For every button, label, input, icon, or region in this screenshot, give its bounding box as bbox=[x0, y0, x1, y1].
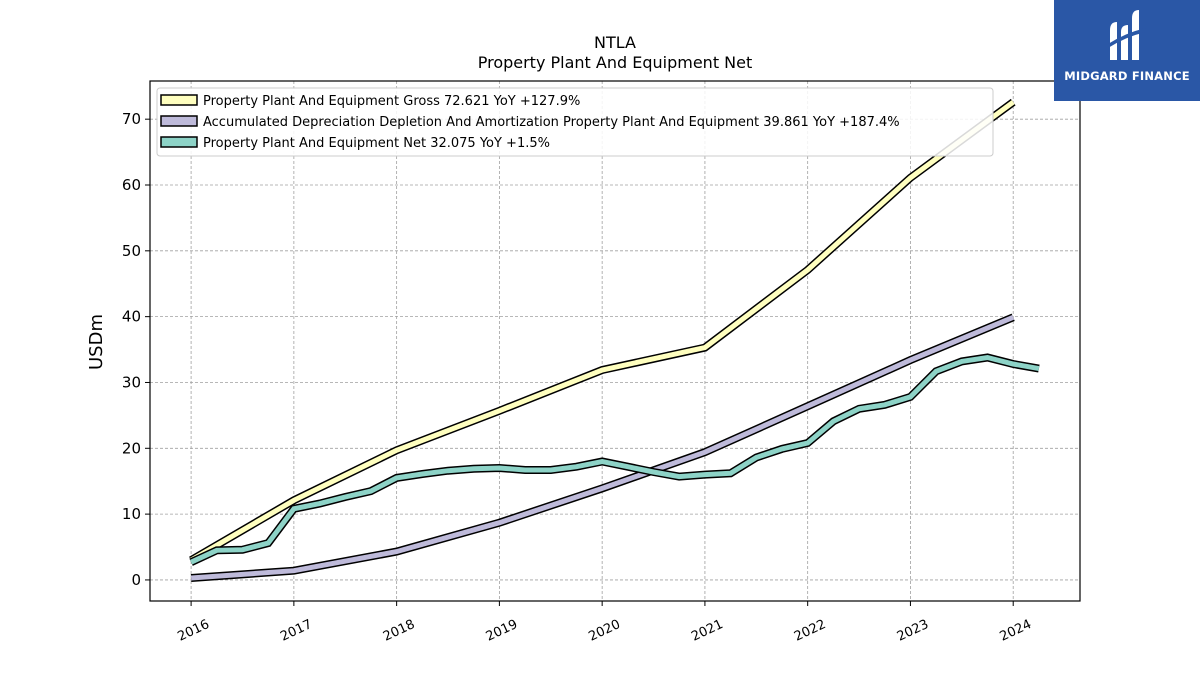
x-tick-label: 2024 bbox=[998, 617, 1034, 645]
legend-swatch bbox=[160, 94, 198, 106]
y-tick-label: 60 bbox=[122, 176, 141, 194]
x-tick-label: 2016 bbox=[175, 617, 211, 645]
y-tick-label: 70 bbox=[122, 110, 141, 128]
y-tick-label: 20 bbox=[122, 439, 141, 457]
legend-box bbox=[156, 87, 994, 157]
series-line bbox=[189, 100, 1015, 563]
grid bbox=[150, 81, 1080, 601]
legend: Property Plant And Equipment Gross 72.62… bbox=[156, 87, 994, 157]
plot-frame bbox=[149, 80, 1081, 602]
brand-logo-mark-icon bbox=[1108, 10, 1146, 60]
series-line-outline bbox=[189, 353, 1040, 566]
y-tick-label: 50 bbox=[122, 242, 141, 260]
x-tick-label: 2019 bbox=[484, 617, 520, 645]
chart-subtitle: Property Plant And Equipment Net bbox=[478, 53, 753, 72]
y-tick-label: 0 bbox=[131, 571, 141, 589]
legend-entry: Property Plant And Equipment Gross 72.62… bbox=[203, 94, 580, 109]
series-layer bbox=[189, 98, 1040, 582]
x-tick-label: 2022 bbox=[792, 617, 828, 645]
y-tick-label: 30 bbox=[122, 373, 141, 391]
legend-swatch bbox=[160, 115, 198, 127]
chart-title: NTLA bbox=[594, 33, 636, 52]
x-tick-label: 2023 bbox=[895, 617, 931, 645]
y-axis-label: USDm bbox=[86, 314, 107, 370]
brand-logo-text: MIDGARD FINANCE bbox=[1064, 69, 1190, 83]
legend-swatch bbox=[160, 136, 198, 148]
x-tick-label: 2018 bbox=[381, 617, 417, 645]
legend-entry: Accumulated Depreciation Depletion And A… bbox=[203, 115, 900, 130]
legend-entry: Property Plant And Equipment Net 32.075 … bbox=[203, 136, 550, 151]
x-tick-label: 2017 bbox=[278, 617, 314, 645]
brand-logo: MIDGARD FINANCE bbox=[1054, 0, 1200, 101]
x-tick-label: 2020 bbox=[587, 617, 623, 645]
series-line bbox=[190, 354, 1040, 565]
y-tick-label: 40 bbox=[122, 308, 141, 326]
y-tick-label: 10 bbox=[122, 505, 141, 523]
x-tick-label: 2021 bbox=[689, 617, 725, 645]
series-line bbox=[190, 314, 1015, 581]
